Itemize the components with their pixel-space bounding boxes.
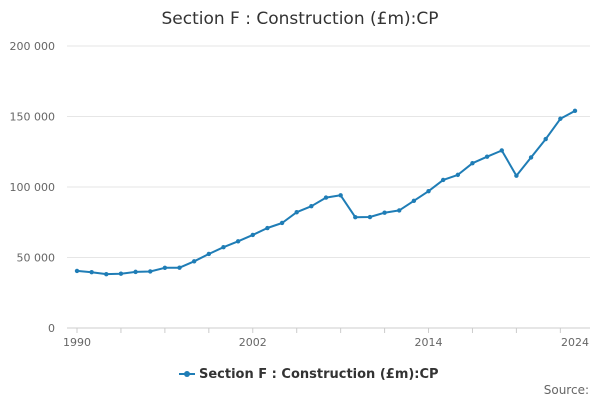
data-point[interactable]	[177, 265, 182, 270]
data-point[interactable]	[426, 189, 431, 194]
data-point[interactable]	[411, 198, 417, 204]
data-point[interactable]	[572, 108, 578, 114]
x-tick-label: 2014	[415, 336, 443, 349]
x-tick-label: 2024	[561, 336, 589, 349]
data-point[interactable]	[470, 160, 475, 166]
series-line	[76, 110, 576, 276]
data-point[interactable]	[265, 225, 270, 231]
legend[interactable]: Section F : Construction (£m):CP	[179, 367, 439, 382]
data-point[interactable]	[338, 193, 343, 198]
data-point[interactable]	[250, 232, 255, 238]
data-point[interactable]	[528, 155, 534, 160]
data-point[interactable]	[191, 259, 197, 264]
data-point[interactable]	[118, 271, 124, 276]
data-point[interactable]	[440, 177, 446, 183]
y-axis: 0 50 000 100 000 150 000 200 000	[10, 40, 56, 335]
y-tick-label: 200 000	[10, 40, 56, 53]
data-point[interactable]	[367, 214, 373, 220]
data-point[interactable]	[514, 173, 519, 178]
y-tick-label: 100 000	[10, 181, 56, 194]
grid	[67, 45, 590, 329]
data-point[interactable]	[382, 210, 387, 215]
y-tick-label: 150 000	[10, 111, 56, 124]
data-point[interactable]	[484, 154, 490, 159]
data-point[interactable]	[543, 136, 548, 142]
data-point[interactable]	[104, 271, 109, 277]
data-point[interactable]	[309, 203, 314, 209]
y-tick-label: 0	[48, 322, 55, 335]
data-point[interactable]	[353, 214, 358, 220]
data-point[interactable]	[455, 172, 461, 178]
chart-title: Section F : Construction (£m):CP	[161, 9, 438, 29]
data-point[interactable]	[235, 239, 241, 244]
y-tick-label: 50 000	[17, 252, 56, 265]
data-point[interactable]	[499, 148, 504, 153]
data-point[interactable]	[397, 208, 402, 213]
source-label: Source:	[544, 383, 589, 397]
data-point[interactable]	[162, 265, 168, 270]
data-point[interactable]	[323, 195, 329, 200]
data-point[interactable]	[206, 251, 212, 257]
data-point[interactable]	[279, 220, 285, 226]
series-layer	[74, 108, 578, 277]
data-point[interactable]	[221, 245, 226, 250]
x-tick-label: 1990	[63, 336, 91, 349]
data-point[interactable]	[74, 268, 80, 274]
data-point[interactable]	[558, 116, 563, 121]
x-axis: 1990 2002 2014 2024	[63, 327, 590, 349]
data-point[interactable]	[89, 269, 94, 275]
data-point[interactable]	[148, 269, 153, 274]
data-point[interactable]	[294, 210, 299, 215]
legend-point-marker	[184, 371, 190, 377]
legend-label[interactable]: Section F : Construction (£m):CP	[199, 367, 439, 382]
data-point[interactable]	[133, 269, 138, 275]
x-tick-label: 2002	[239, 336, 267, 349]
